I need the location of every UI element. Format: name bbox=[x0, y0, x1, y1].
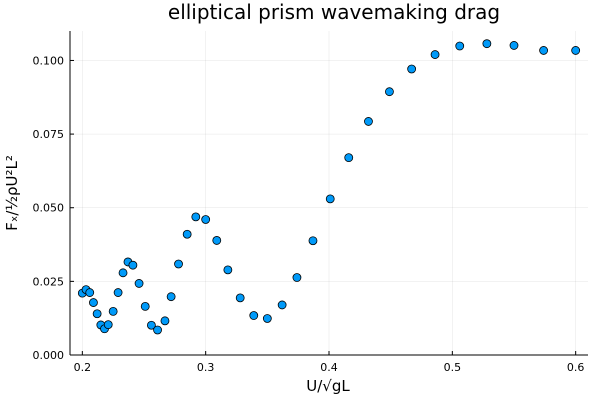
data-point bbox=[385, 87, 394, 97]
data-point bbox=[308, 236, 318, 246]
x-tick-label: 0.3 bbox=[197, 361, 215, 374]
data-point bbox=[134, 279, 144, 288]
data-point bbox=[160, 316, 170, 326]
data-point bbox=[140, 301, 150, 311]
data-point bbox=[191, 212, 201, 222]
data-points bbox=[77, 39, 581, 335]
data-point bbox=[113, 288, 123, 297]
tick-labels: 0.2 0.3 0.4 0.5 0.6 0.000 0.025 0.050 0.075 0.100 bbox=[33, 54, 585, 374]
chart-title: elliptical prism wavemaking drag bbox=[168, 0, 500, 24]
data-point bbox=[89, 298, 98, 307]
data-point bbox=[108, 307, 118, 316]
data-point bbox=[430, 50, 440, 59]
data-point bbox=[92, 309, 102, 319]
data-point bbox=[103, 320, 113, 330]
data-point bbox=[325, 194, 335, 204]
data-point bbox=[455, 41, 465, 51]
axes bbox=[69, 31, 588, 356]
data-point bbox=[201, 215, 211, 224]
data-point bbox=[277, 300, 287, 310]
data-point bbox=[153, 325, 162, 335]
data-point bbox=[407, 64, 417, 74]
y-tick-label: 0.025 bbox=[33, 275, 65, 288]
y-tick-label: 0.050 bbox=[33, 202, 65, 215]
data-point bbox=[364, 117, 373, 126]
data-point bbox=[509, 41, 519, 50]
data-point bbox=[482, 39, 492, 49]
y-axis-label: Fₓ/½ρU²L² bbox=[3, 155, 21, 231]
data-point bbox=[262, 314, 272, 323]
data-point bbox=[571, 46, 581, 55]
y-tick-label: 0.100 bbox=[33, 54, 65, 67]
data-point bbox=[539, 46, 548, 55]
data-point bbox=[212, 236, 222, 245]
x-axis-label: U/√gL bbox=[306, 377, 350, 395]
x-tick-label: 0.5 bbox=[444, 361, 462, 374]
data-point bbox=[85, 288, 95, 297]
data-point bbox=[344, 153, 354, 163]
data-point bbox=[118, 268, 128, 278]
data-point bbox=[223, 265, 233, 275]
x-tick-label: 0.6 bbox=[567, 361, 585, 374]
y-tick-label: 0.000 bbox=[33, 349, 65, 362]
x-tick-label: 0.4 bbox=[320, 361, 338, 374]
y-tick-label: 0.075 bbox=[33, 128, 65, 141]
x-tick-label: 0.2 bbox=[74, 361, 92, 374]
data-point bbox=[146, 320, 156, 330]
data-point bbox=[292, 273, 302, 282]
data-point bbox=[182, 229, 192, 239]
data-point bbox=[174, 259, 183, 269]
data-point bbox=[166, 292, 176, 302]
data-point bbox=[128, 260, 138, 270]
data-point bbox=[235, 293, 245, 303]
data-point bbox=[249, 311, 259, 320]
